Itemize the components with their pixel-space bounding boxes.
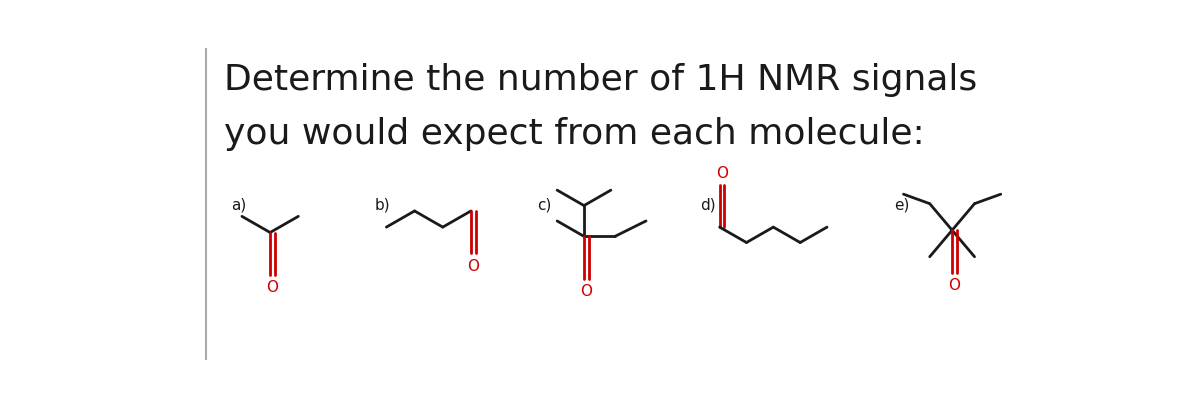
Text: d): d) [701,198,716,213]
Text: O: O [948,278,960,293]
Text: Determine the number of 1H NMR signals: Determine the number of 1H NMR signals [223,63,977,97]
Text: O: O [581,284,593,299]
Text: you would expect from each molecule:: you would expect from each molecule: [223,117,924,151]
Text: O: O [716,166,728,181]
Text: b): b) [374,198,390,213]
Text: O: O [266,280,278,295]
Text: e): e) [894,198,910,213]
Text: a): a) [232,198,247,213]
Text: O: O [467,259,479,274]
Text: c): c) [538,198,552,213]
